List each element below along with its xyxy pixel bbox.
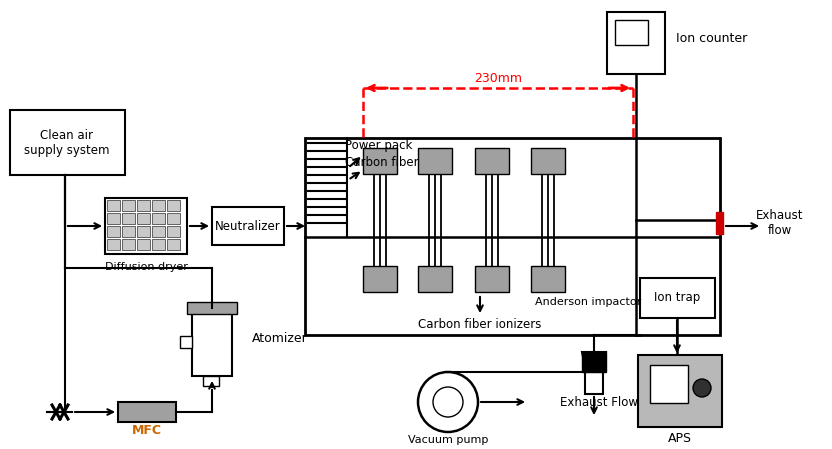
Bar [418,148,452,174]
Bar [167,200,180,211]
Bar [137,226,150,237]
Bar [105,198,187,254]
Text: Ion counter: Ion counter [676,31,747,44]
Bar [716,212,723,234]
Bar [607,12,665,74]
Bar [152,226,165,237]
Bar [152,213,165,224]
Text: Exhaust
flow: Exhaust flow [756,209,804,237]
Bar [582,352,606,372]
Bar [152,200,165,211]
Bar [638,355,722,427]
Bar [192,308,232,376]
Text: Vacuum pump: Vacuum pump [408,435,488,445]
Bar [107,239,120,250]
Text: Power pack: Power pack [345,138,413,151]
Text: Anderson impactor: Anderson impactor [535,297,641,307]
Bar [107,226,120,237]
Bar [180,336,192,348]
Bar [152,239,165,250]
Bar [187,302,237,314]
Bar [107,213,120,224]
Text: Exhaust Flow: Exhaust Flow [560,396,638,409]
Circle shape [693,379,711,397]
Bar [122,239,135,250]
Text: MFC: MFC [132,423,162,436]
Text: Clean air
supply system: Clean air supply system [24,129,110,157]
Bar [137,239,150,250]
Bar [137,213,150,224]
Bar [167,213,180,224]
Bar [363,148,397,174]
Bar [305,138,720,335]
Bar [475,148,509,174]
Text: Carbon fiber ionizers: Carbon fiber ionizers [418,318,542,331]
Bar [418,266,452,292]
Bar [615,20,648,45]
Bar [122,200,135,211]
Bar [137,200,150,211]
Circle shape [433,387,463,417]
Polygon shape [582,352,606,378]
Bar [122,213,135,224]
Text: Atomizer: Atomizer [252,331,308,344]
Text: Ion trap: Ion trap [654,291,700,304]
Bar [10,110,125,175]
Bar [212,207,284,245]
Bar [363,266,397,292]
Bar [531,148,565,174]
Bar [475,266,509,292]
Text: Carbon fiber: Carbon fiber [345,157,418,170]
Text: APS: APS [668,431,692,445]
Bar [531,266,565,292]
Bar [203,376,219,386]
Circle shape [418,372,478,432]
Bar [167,226,180,237]
Bar [107,200,120,211]
Bar [167,239,180,250]
Text: Diffusion dryer: Diffusion dryer [105,262,187,272]
Bar [640,278,715,318]
Bar [650,365,688,403]
Text: Neutralizer: Neutralizer [215,220,281,233]
Bar [118,402,176,422]
Bar [122,226,135,237]
Text: 230mm: 230mm [474,72,522,85]
Bar [585,372,603,394]
